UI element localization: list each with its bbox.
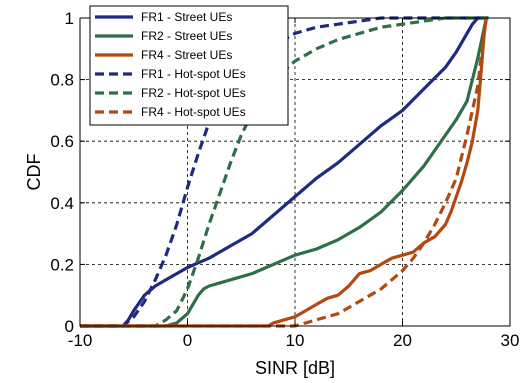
y-tick-labels: 0 0.2 0.4 0.6 0.8 1 (50, 9, 74, 336)
x-tick-label: 0 (183, 331, 192, 350)
x-tick-label: -10 (68, 331, 93, 350)
y-axis-label: CDF (24, 154, 44, 191)
series-line (80, 16, 489, 328)
x-tick-labels: -10 0 10 20 30 (68, 331, 520, 350)
legend-label: FR2 - Hot-spot UEs (141, 86, 246, 100)
series-line (80, 17, 488, 328)
x-tick-label: 10 (286, 331, 305, 350)
series-line (80, 17, 488, 328)
y-tick-label: 1 (65, 9, 74, 28)
y-tick-label: 0 (65, 317, 74, 336)
y-tick-label: 0.8 (50, 71, 74, 90)
legend-label: FR4 - Hot-spot UEs (141, 105, 246, 119)
legend-box (89, 5, 289, 126)
legend-label: FR4 - Street UEs (141, 48, 232, 62)
tick-marks (79, 17, 511, 327)
legend-label: FR1 - Hot-spot UEs (141, 67, 246, 81)
series-line (80, 16, 489, 328)
x-tick-label: 20 (393, 331, 412, 350)
x-axis-label: SINR [dB] (255, 358, 335, 378)
x-tick-label: 30 (501, 331, 520, 350)
series-line (80, 16, 489, 328)
legend: FR1 - Street UEs FR2 - Street UEs FR4 - St… (89, 5, 289, 126)
y-tick-label: 0.2 (50, 255, 74, 274)
y-tick-label: 0.6 (50, 132, 74, 151)
y-tick-label: 0.4 (50, 194, 74, 213)
legend-label: FR1 - Street UEs (141, 10, 232, 24)
legend-label: FR2 - Street UEs (141, 29, 232, 43)
